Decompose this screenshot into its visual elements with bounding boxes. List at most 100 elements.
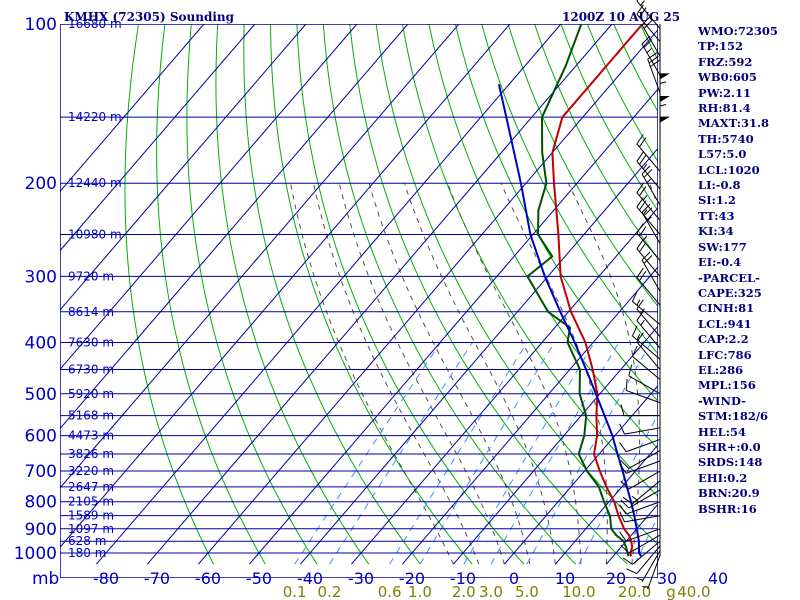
wind-barb-flag — [636, 4, 644, 15]
wind-barb-flag — [639, 186, 647, 197]
temperature-tick-label: 30 — [657, 569, 677, 588]
height-label: 6730 m — [68, 363, 114, 377]
wind-barb-half-flag — [640, 308, 645, 314]
wind-barb-staff — [626, 389, 661, 404]
wind-barb — [620, 534, 661, 554]
moist-adiabat — [368, 183, 531, 565]
wind-barb-staff — [626, 438, 661, 453]
wind-barb-half-flag — [636, 577, 644, 581]
temperature-tick-label: -10 — [450, 569, 476, 588]
dry-adiabat — [270, 24, 473, 565]
index-item: -PARCEL- — [698, 270, 760, 285]
wind-barb-flag — [619, 511, 625, 523]
height-label: 4473 m — [68, 429, 114, 443]
dry-adiabat — [428, 24, 658, 450]
isotherm-line — [60, 24, 256, 252]
index-item: CINH:81 — [698, 301, 755, 316]
wind-barb-pennant — [660, 116, 670, 123]
index-item: EI:-0.4 — [698, 255, 742, 270]
wind-barbs — [619, 0, 670, 590]
wind-barb-half-flag — [659, 81, 667, 84]
temperature-tick-label: -30 — [348, 569, 374, 588]
height-label: 2105 m — [68, 495, 114, 509]
isotherm-line — [60, 24, 511, 548]
wind-barb-flag — [639, 154, 647, 165]
isobar-isotherm-grid — [60, 24, 658, 578]
wind-barb-pennant — [660, 95, 670, 102]
isotherm-line — [60, 24, 307, 311]
wind-barb-flag — [626, 568, 638, 575]
wind-barb-half-flag — [642, 195, 648, 201]
wind-barb-half-flag — [642, 586, 649, 588]
wind-barb-flag — [620, 544, 630, 554]
index-item: STM:182/6 — [698, 409, 769, 424]
wind-barb-half-flag — [640, 319, 645, 326]
index-item: TP:152 — [698, 39, 744, 54]
wind-barb-flag — [625, 379, 628, 391]
height-label: 3826 m — [68, 447, 114, 461]
wind-barb-staff — [636, 13, 661, 43]
wind-barb — [641, 251, 661, 292]
wind-barb-staff — [628, 470, 661, 490]
wind-barb-staff — [641, 24, 661, 57]
dry-adiabat — [375, 24, 658, 546]
wind-barb-staff — [624, 427, 661, 435]
wind-barb — [636, 151, 661, 190]
index-item: BSHR:16 — [698, 501, 757, 516]
wind-barb-staff — [641, 259, 661, 292]
wind-barb — [642, 555, 661, 590]
wind-barb-half-flag — [642, 209, 648, 215]
wind-barb-flag — [622, 557, 633, 565]
wind-barb — [631, 290, 661, 325]
wind-barb — [636, 223, 661, 261]
wind-barb-flag — [650, 59, 661, 68]
moist-adiabat — [648, 183, 658, 565]
wind-barb — [626, 545, 661, 575]
wind-barb — [625, 379, 661, 404]
height-label: 16680 m — [68, 17, 122, 31]
wind-barb-flag — [639, 226, 647, 237]
isotherm-line — [452, 325, 658, 565]
height-label: 5920 m — [68, 387, 114, 401]
pressure-tick-label: 400 — [25, 333, 57, 353]
temperature-tick-label: -80 — [93, 569, 119, 588]
wind-barb — [622, 540, 661, 565]
temperature-tick-label: -20 — [399, 569, 425, 588]
mixing-ratio-line — [634, 515, 658, 565]
index-item: HEL:54 — [698, 424, 746, 439]
wind-barb-flag — [631, 325, 638, 337]
wind-barb — [636, 550, 661, 583]
wind-barb-flag — [636, 0, 639, 2]
wind-barb-flag — [643, 168, 653, 178]
dewpoint-profile — [526, 24, 630, 557]
wind-barb — [659, 73, 670, 110]
wind-barb-half-flag — [631, 495, 638, 501]
index-item: -WIND- — [698, 393, 746, 408]
wind-barb-flag — [643, 255, 653, 264]
wind-barb-flag — [636, 134, 644, 145]
wind-barb-staff — [626, 460, 661, 474]
index-item: RH:81.4 — [698, 101, 751, 116]
height-label: 14220 m — [68, 110, 122, 124]
pressure-tick-label: 1000 — [14, 544, 57, 564]
pressure-tick-label: 700 — [25, 462, 57, 482]
index-item: SW:177 — [698, 239, 747, 254]
temperature-tick-label: 40 — [708, 569, 728, 588]
wind-barb-flag — [636, 151, 644, 162]
wind-barb — [631, 325, 661, 360]
wind-barb-flag — [641, 203, 651, 213]
wind-barb-staff — [647, 555, 661, 590]
index-item: FRZ:592 — [698, 54, 753, 69]
dry-adiabat — [322, 24, 577, 565]
mixing-ratio-label: 20.0 — [618, 583, 651, 600]
mixing-ratio-line — [329, 342, 473, 565]
wind-barb-half-flag — [646, 48, 652, 54]
index-item: EHI:0.2 — [698, 470, 748, 485]
wind-barb-half-flag — [659, 103, 667, 107]
wind-barb-flag — [641, 165, 651, 175]
wind-barb-flag — [639, 137, 647, 148]
temperature-tick-label: 0 — [509, 569, 519, 588]
mixing-ratio-line — [490, 342, 620, 565]
wind-barb — [636, 134, 661, 172]
wind-barb-half-flag — [640, 0, 645, 6]
